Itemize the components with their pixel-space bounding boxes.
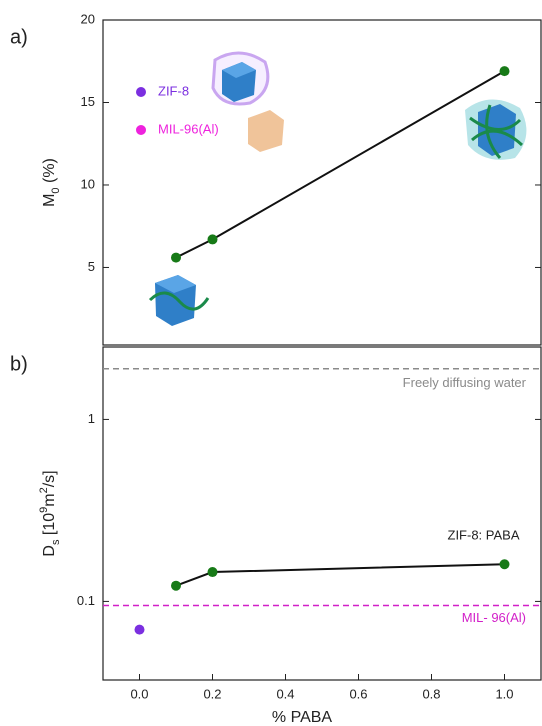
panel-label: a) (10, 26, 28, 48)
reference-label: Freely diffusing water (403, 375, 527, 390)
marker (135, 625, 145, 635)
icons (150, 53, 526, 326)
x-tick-label: 0.6 (349, 686, 367, 701)
y-axis-label-part: (%) (41, 158, 58, 187)
legend-marker (136, 87, 146, 97)
y-tick-label: 0.1 (77, 593, 95, 608)
series-line (176, 564, 505, 585)
legend-marker (136, 125, 146, 135)
y-axis-label-part: D (41, 545, 58, 557)
reference-label: MIL- 96(Al) (462, 610, 526, 625)
x-axis-label: % PABA (272, 709, 333, 726)
x-tick-label: 1.0 (495, 686, 513, 701)
series-label: ZIF-8: PABA (448, 528, 520, 543)
x-tick-label: 0.2 (203, 686, 221, 701)
y-axis-label: M0 (%) (41, 158, 62, 207)
y-axis-label-part: M (41, 194, 58, 207)
marker (171, 581, 181, 591)
legend-label: MIL-96(Al) (158, 121, 219, 136)
chart: a) M0 (%) 5 10 15 20 ZIF-8 MIL-96(Al) b) Ds [109m… (0, 0, 542, 726)
marker (208, 567, 218, 577)
y-axis-label-part: m (41, 493, 58, 506)
x-tick-label: 0.0 (130, 686, 148, 701)
marker (208, 234, 218, 244)
legend-label: ZIF-8 (158, 83, 189, 98)
marker (171, 253, 181, 263)
x-tick-label: 0.8 (422, 686, 440, 701)
marker (500, 66, 510, 76)
plot-frame (103, 347, 541, 680)
page: a) M0 (%) 5 10 15 20 ZIF-8 MIL-96(Al) b) Ds [109m… (0, 0, 542, 726)
y-tick-label: 5 (88, 259, 95, 274)
y-tick-label: 1 (88, 411, 95, 426)
y-tick-label: 20 (81, 11, 95, 26)
panel-label: b) (10, 353, 28, 375)
y-axis-label-part: /s] (41, 470, 58, 487)
y-tick-label: 10 (81, 176, 95, 191)
y-axis-label-part: [10 (41, 513, 58, 540)
x-tick-label: 0.4 (276, 686, 294, 701)
y-axis-label: Ds [109m2/s] (38, 470, 62, 556)
icon-cube2 (248, 110, 284, 152)
marker (500, 559, 510, 569)
y-tick-label: 15 (81, 94, 95, 109)
